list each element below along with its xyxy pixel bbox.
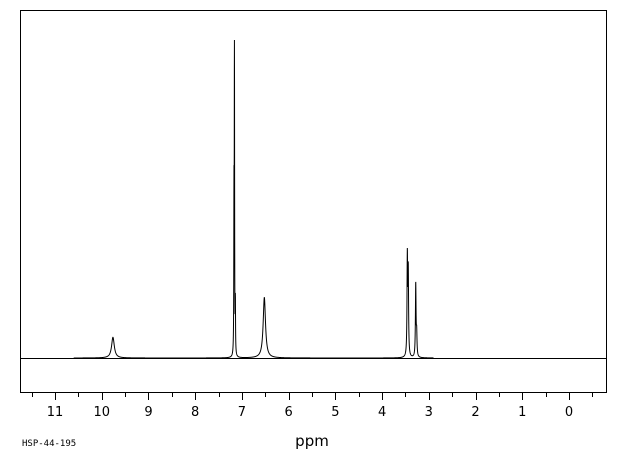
x-tick-label: 4	[378, 405, 386, 420]
spectrum-id-label: HSP-44-195	[22, 439, 76, 449]
plot-frame	[20, 10, 607, 393]
x-tick-label: 1	[518, 405, 526, 420]
x-tick-label: 9	[144, 405, 152, 420]
x-tick-label: 11	[47, 405, 64, 420]
x-axis-ticks	[32, 392, 593, 400]
x-tick-label: 0	[565, 405, 573, 420]
spectrum-trace	[73, 39, 434, 359]
x-tick-label: 2	[471, 405, 479, 420]
x-tick-label: 8	[191, 405, 199, 420]
x-tick-label: 3	[425, 405, 433, 420]
x-tick-label: 7	[238, 405, 246, 420]
x-axis-title: ppm	[295, 432, 329, 450]
x-tick-label: 6	[284, 405, 292, 420]
x-tick-label: 10	[93, 405, 110, 420]
x-tick-label: 5	[331, 405, 339, 420]
x-axis-tick-labels: 11 10 9 8 7 6 5 4 3 2 1 0	[47, 405, 573, 420]
